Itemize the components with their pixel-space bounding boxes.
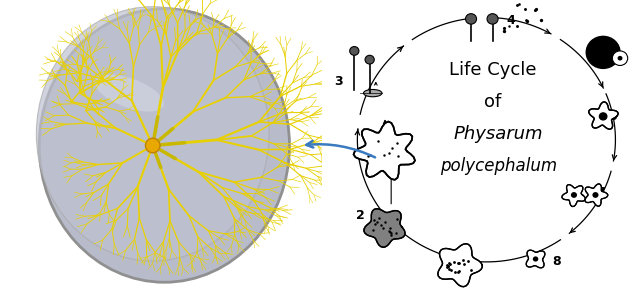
Text: 4: 4 [507, 14, 515, 27]
Circle shape [465, 14, 477, 24]
Circle shape [586, 36, 620, 68]
Text: 2: 2 [356, 209, 365, 222]
Text: 3: 3 [335, 75, 343, 88]
Circle shape [532, 256, 538, 262]
Text: of: of [484, 93, 501, 111]
Ellipse shape [95, 74, 164, 112]
Text: 6: 6 [608, 110, 617, 123]
Text: 9: 9 [454, 273, 463, 286]
Circle shape [349, 47, 359, 55]
Text: polycephalum: polycephalum [440, 157, 557, 175]
Polygon shape [364, 209, 405, 247]
Text: Physarum: Physarum [454, 125, 543, 143]
Circle shape [612, 51, 628, 65]
Text: 7: 7 [596, 186, 604, 198]
Text: Life Cycle: Life Cycle [449, 61, 536, 79]
Circle shape [487, 14, 498, 24]
Polygon shape [562, 184, 586, 207]
Ellipse shape [145, 138, 160, 153]
Text: 5: 5 [596, 46, 604, 59]
Polygon shape [438, 244, 482, 287]
Circle shape [571, 192, 577, 198]
Polygon shape [353, 122, 415, 180]
Ellipse shape [364, 90, 382, 97]
Circle shape [600, 113, 607, 120]
Ellipse shape [39, 9, 289, 282]
Polygon shape [589, 102, 618, 129]
Ellipse shape [36, 7, 269, 261]
Text: 8: 8 [553, 255, 561, 268]
Circle shape [618, 56, 623, 61]
Polygon shape [526, 250, 545, 268]
Text: 1: 1 [362, 139, 371, 152]
Circle shape [593, 192, 598, 198]
Polygon shape [585, 184, 608, 206]
Circle shape [365, 55, 374, 64]
